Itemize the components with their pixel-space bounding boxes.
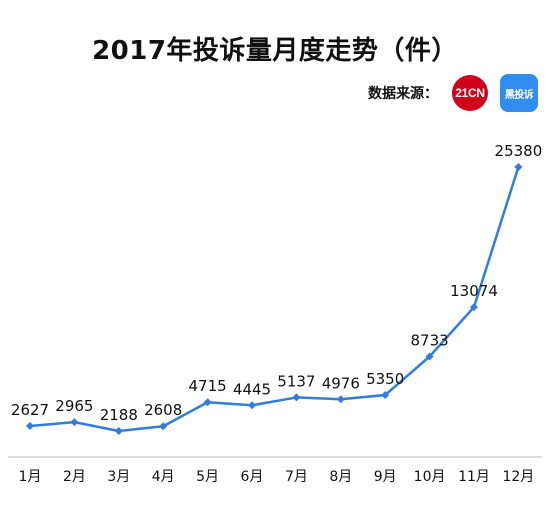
data-label: 5137 xyxy=(277,372,315,390)
data-label: 2608 xyxy=(144,401,182,419)
heipo-logo-text: 黑投诉 xyxy=(504,89,534,101)
x-tick-label: 3月 xyxy=(107,469,130,485)
data-label: 2627 xyxy=(11,401,49,419)
data-label: 25380 xyxy=(495,142,543,160)
data-label: 4445 xyxy=(233,380,271,398)
data-point xyxy=(425,352,434,361)
x-tick-label: 4月 xyxy=(152,469,175,485)
21cn-logo: 21CN xyxy=(452,75,488,111)
x-tick-label: 10月 xyxy=(414,469,446,485)
x-tick-label: 7月 xyxy=(285,469,308,485)
x-tick-label: 6月 xyxy=(241,469,264,485)
data-source-label: 数据来源： xyxy=(368,86,438,102)
data-point xyxy=(114,427,123,435)
data-point xyxy=(248,401,256,410)
x-tick-label: 2月 xyxy=(63,469,86,485)
data-point xyxy=(26,422,34,431)
x-tick-label: 12月 xyxy=(502,469,534,485)
data-label: 5350 xyxy=(366,370,404,388)
series-line xyxy=(29,166,520,433)
data-point xyxy=(470,303,478,312)
data-point xyxy=(159,422,168,431)
data-point xyxy=(381,391,390,400)
x-tick-label: 9月 xyxy=(374,469,397,485)
x-tick-label: 1月 xyxy=(19,469,42,485)
data-point xyxy=(336,395,345,404)
data-point xyxy=(292,393,301,402)
heipo-complaint-logo: 黑投诉 xyxy=(500,74,538,112)
x-tick-label: 11月 xyxy=(458,469,490,485)
x-tick-label: 5月 xyxy=(196,469,219,485)
data-point xyxy=(514,163,523,171)
chart-title: 2017年投诉量月度走势（件） xyxy=(92,36,458,66)
21cn-logo-text: 21CN xyxy=(455,86,485,100)
data-label: 2965 xyxy=(55,397,93,415)
data-label: 4715 xyxy=(189,377,227,395)
data-label: 13074 xyxy=(450,282,498,300)
data-point xyxy=(203,398,212,407)
data-point xyxy=(70,418,79,427)
x-tick-label: 8月 xyxy=(329,469,352,485)
data-label: 4976 xyxy=(322,374,360,392)
data-source: 数据来源： 21CN 黑投诉 xyxy=(368,73,538,113)
data-label: 8733 xyxy=(411,331,449,349)
data-label: 2188 xyxy=(100,406,138,424)
